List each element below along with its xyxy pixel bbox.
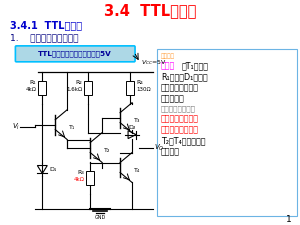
Text: 4kΩ: 4kΩ bbox=[73, 178, 84, 182]
Text: 输出级由: 输出级由 bbox=[161, 53, 175, 59]
Text: 130Ω: 130Ω bbox=[136, 87, 151, 92]
Bar bbox=[84, 81, 92, 95]
Text: 1: 1 bbox=[286, 215, 292, 224]
Text: $V_i$: $V_i$ bbox=[12, 122, 20, 132]
Text: D₂: D₂ bbox=[128, 125, 136, 130]
Text: T₃: T₃ bbox=[134, 118, 140, 123]
Bar bbox=[38, 81, 46, 95]
Text: $V_O$: $V_O$ bbox=[154, 142, 164, 153]
Text: 3.4.1  TTL反相器: 3.4.1 TTL反相器 bbox=[11, 20, 82, 30]
Text: GND: GND bbox=[94, 215, 106, 220]
Text: R₄: R₄ bbox=[136, 80, 143, 85]
Text: 输入级: 输入级 bbox=[161, 61, 175, 70]
Bar bbox=[86, 171, 94, 185]
Text: 的集电极和发射极: 的集电极和发射极 bbox=[161, 105, 196, 112]
Text: $V_{CC}$=5V: $V_{CC}$=5V bbox=[141, 58, 167, 67]
Text: 4kΩ: 4kΩ bbox=[26, 87, 36, 92]
Text: D₁: D₁ bbox=[49, 167, 57, 172]
Text: T₂和T₄输出级的驱: T₂和T₄输出级的驱 bbox=[161, 136, 206, 145]
FancyBboxPatch shape bbox=[15, 46, 135, 62]
FancyBboxPatch shape bbox=[157, 49, 297, 216]
Text: R₂: R₂ bbox=[75, 80, 82, 85]
Bar bbox=[126, 81, 134, 95]
Text: 3.4  TTL门电路: 3.4 TTL门电路 bbox=[104, 3, 196, 18]
Text: T₁: T₁ bbox=[69, 125, 76, 130]
Text: T₂: T₂ bbox=[104, 148, 110, 153]
Text: 同时输出两个相位: 同时输出两个相位 bbox=[161, 114, 199, 123]
Text: R₃: R₃ bbox=[77, 171, 84, 176]
Text: TTL电路正常工作电压规定为5V: TTL电路正常工作电压规定为5V bbox=[38, 51, 112, 57]
Text: 1.    电路结构和工作原理: 1. 电路结构和工作原理 bbox=[11, 33, 79, 42]
Text: 由T₁和电阶: 由T₁和电阶 bbox=[182, 61, 209, 70]
Text: 动信号：: 动信号： bbox=[161, 147, 180, 156]
Text: T₄: T₄ bbox=[134, 168, 140, 173]
Text: 的负电压。: 的负电压。 bbox=[161, 94, 185, 103]
Text: 1.6kΩ: 1.6kΩ bbox=[66, 87, 82, 92]
Text: 相反的信号，作为: 相反的信号，作为 bbox=[161, 125, 199, 134]
Text: R₁组成。D₁可以防: R₁组成。D₁可以防 bbox=[161, 72, 208, 81]
Text: R₁: R₁ bbox=[30, 80, 36, 85]
Text: 止输入端出现过大: 止输入端出现过大 bbox=[161, 83, 199, 92]
